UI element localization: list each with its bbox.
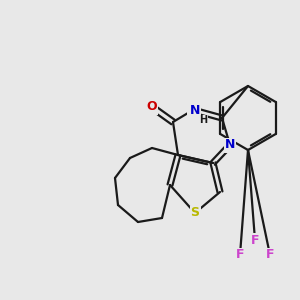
Text: F: F [236,248,244,262]
Text: F: F [251,233,259,247]
Text: H: H [199,115,207,125]
Text: O: O [147,100,157,113]
Text: N: N [188,103,198,116]
Text: N: N [225,139,235,152]
Text: S: S [190,206,200,220]
Text: F: F [266,248,274,262]
Text: N: N [190,103,200,116]
